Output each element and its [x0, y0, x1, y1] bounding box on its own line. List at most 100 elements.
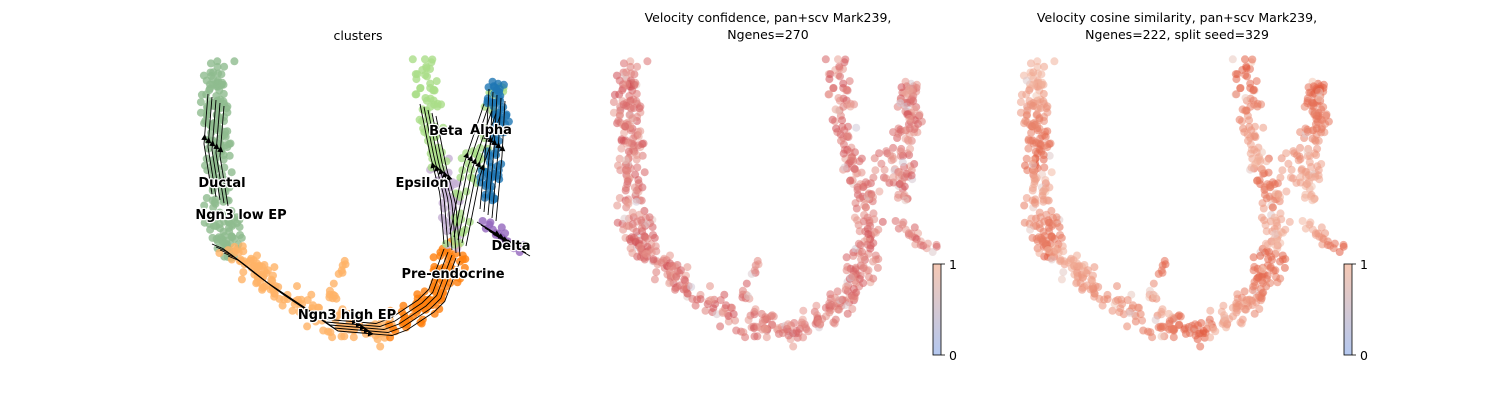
- cell-point: [421, 94, 430, 102]
- cell-point: [1066, 256, 1075, 265]
- cell-point: [218, 78, 227, 87]
- cell-point: [1206, 333, 1215, 342]
- cell-point: [1249, 86, 1258, 95]
- cell-point: [864, 230, 873, 238]
- cell-point: [625, 235, 634, 243]
- cell-point: [399, 301, 408, 310]
- cell-point: [1020, 218, 1029, 227]
- cell-point: [826, 70, 835, 79]
- cell-point: [855, 227, 864, 236]
- cell-point: [716, 322, 725, 331]
- cell-point: [722, 301, 730, 310]
- cell-point: [638, 183, 647, 192]
- cell-point: [1268, 203, 1277, 212]
- cell-point: [799, 306, 808, 315]
- cell-point: [1301, 190, 1310, 199]
- cell-point: [1040, 62, 1049, 71]
- cell-point: [1302, 180, 1311, 189]
- cell-point: [1249, 253, 1258, 262]
- cell-point: [461, 225, 470, 234]
- cell-point: [691, 301, 700, 310]
- cell-point: [841, 55, 850, 64]
- cell-point: [504, 117, 513, 126]
- panel1-cluster-labels: Ductal Ngn3 low EP Ngn3 high EP Pre-endocri…: [194, 122, 532, 325]
- cell-point: [1219, 301, 1228, 310]
- cell-point: [731, 316, 740, 325]
- cell-point: [254, 262, 263, 271]
- cluster-label: Ngn3 low EP: [195, 208, 286, 223]
- panel2-title-line1: Velocity confidence, pan+scv Mark239,: [645, 10, 892, 25]
- cell-point: [750, 266, 759, 275]
- cell-point: [250, 270, 259, 279]
- panel2-colorbar-max: 1: [949, 257, 957, 272]
- cell-point: [620, 128, 629, 137]
- cell-point: [458, 251, 467, 260]
- cell-point: [751, 305, 760, 314]
- cell-point: [426, 79, 435, 88]
- cell-point: [1246, 102, 1255, 111]
- cell-point: [875, 149, 884, 158]
- cell-point: [666, 251, 674, 260]
- cell-point: [1335, 248, 1344, 256]
- cell-point: [337, 332, 346, 341]
- cell-point: [1181, 329, 1190, 338]
- panel1-streamlines: [201, 88, 531, 337]
- cell-point: [412, 90, 421, 99]
- streamline-arrowhead: [495, 142, 502, 149]
- cell-point: [1282, 187, 1291, 196]
- cell-point: [632, 151, 641, 159]
- cell-point: [1197, 319, 1206, 327]
- cell-point: [762, 333, 771, 342]
- cell-point: [1246, 79, 1255, 88]
- cell-point: [910, 105, 919, 114]
- cell-point: [1303, 147, 1312, 156]
- cell-point: [219, 151, 228, 159]
- velocity-streamline: [461, 112, 497, 244]
- cell-point: [415, 115, 424, 124]
- cell-point: [1259, 123, 1268, 132]
- cell-point: [206, 225, 215, 234]
- cell-point: [1243, 130, 1252, 139]
- cell-point: [1305, 220, 1314, 229]
- cell-point: [1298, 217, 1307, 225]
- streamline-arrowhead: [217, 146, 224, 153]
- cell-point: [451, 230, 460, 238]
- cell-point: [632, 197, 641, 206]
- cell-point: [1050, 242, 1059, 251]
- cell-point: [799, 333, 808, 342]
- cell-point: [200, 201, 209, 210]
- panel3-colorbar-min: 0: [1360, 348, 1368, 363]
- cell-point: [839, 79, 848, 88]
- cell-point: [928, 248, 937, 256]
- cell-point: [213, 62, 222, 71]
- cell-point: [230, 234, 239, 243]
- cell-point: [215, 208, 224, 217]
- cell-point: [293, 282, 301, 291]
- cell-point: [1250, 131, 1259, 140]
- cell-point: [1246, 149, 1255, 158]
- cell-point: [1251, 122, 1259, 131]
- panel2-colorbar-min: 0: [949, 348, 957, 363]
- cell-point: [1287, 165, 1296, 174]
- cell-point: [230, 242, 239, 251]
- cell-point: [1281, 225, 1290, 234]
- cell-point: [1313, 144, 1322, 153]
- velocity-streamline: [211, 99, 221, 201]
- cell-point: [1243, 72, 1251, 81]
- cell-point: [1050, 234, 1059, 243]
- cell-point: [853, 183, 862, 192]
- cell-point: [1041, 141, 1050, 150]
- cell-point: [634, 141, 643, 150]
- cell-point: [1232, 308, 1241, 317]
- cell-point: [270, 289, 279, 298]
- cell-point: [1022, 111, 1031, 120]
- cell-point: [1238, 293, 1246, 302]
- cell-point: [1305, 158, 1314, 167]
- cell-point: [1266, 182, 1275, 191]
- cell-point: [1260, 183, 1269, 192]
- cell-point: [619, 59, 628, 68]
- cell-point: [1039, 151, 1048, 159]
- cell-point: [209, 68, 218, 77]
- cell-point: [843, 309, 852, 318]
- cell-point: [1033, 57, 1042, 66]
